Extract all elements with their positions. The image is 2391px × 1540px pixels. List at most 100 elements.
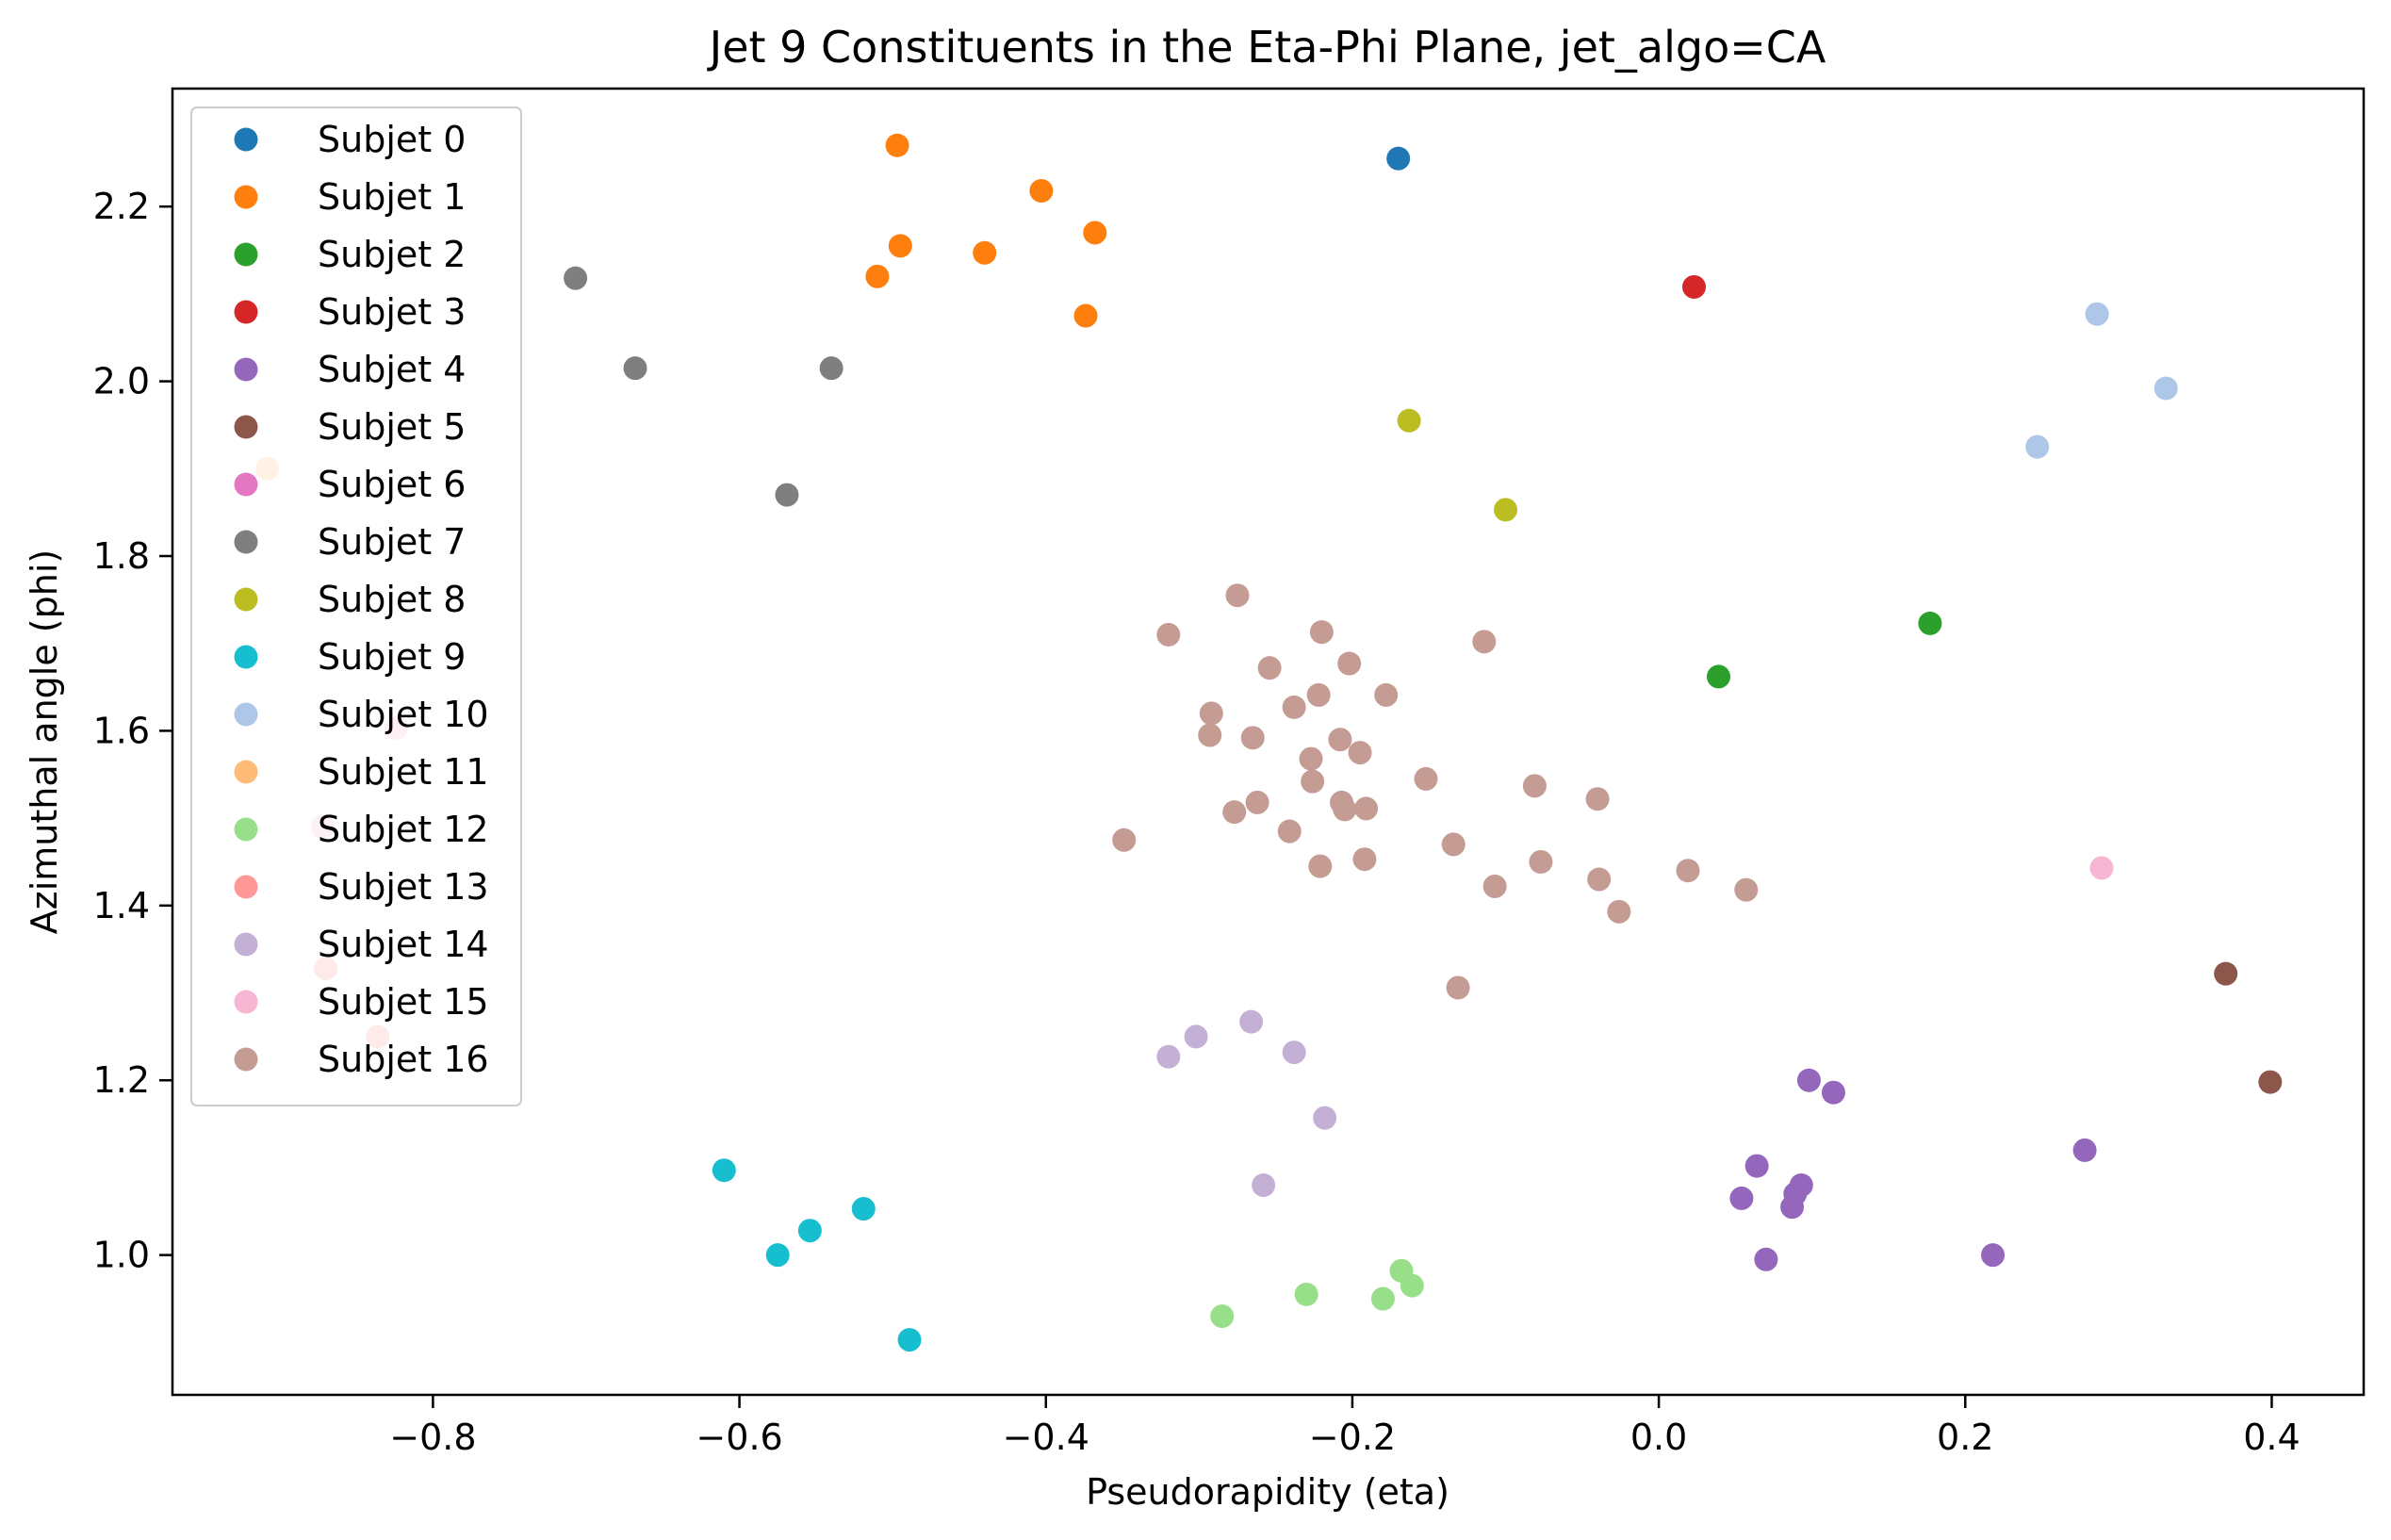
- data-point-subjet-16: [1277, 819, 1302, 844]
- data-point-subjet-1: [1029, 178, 1054, 203]
- y-tick-label: 1.6: [93, 710, 150, 751]
- y-tick-label: 1.8: [93, 535, 150, 577]
- data-point-subjet-16: [1348, 741, 1372, 765]
- data-point-subjet-16: [1587, 867, 1612, 892]
- data-point-subjet-9: [712, 1158, 736, 1183]
- data-point-subjet-12: [1210, 1304, 1235, 1329]
- data-point-subjet-3: [1681, 274, 1706, 299]
- data-point-subjet-14: [1282, 1040, 1306, 1065]
- data-point-subjet-16: [1337, 651, 1362, 676]
- legend-box: [190, 106, 522, 1106]
- legend-label: Subjet 11: [318, 751, 489, 793]
- plot-area: [171, 87, 2366, 1397]
- legend-label: Subjet 5: [318, 406, 466, 448]
- data-point-subjet-10: [2025, 434, 2050, 459]
- legend-marker: [234, 875, 258, 899]
- data-point-subjet-10: [2085, 302, 2109, 326]
- data-point-subjet-7: [623, 356, 647, 381]
- data-point-subjet-7: [775, 483, 799, 507]
- data-point-subjet-9: [851, 1197, 876, 1221]
- x-tick-label: −0.6: [696, 1417, 782, 1458]
- data-point-subjet-16: [1529, 849, 1553, 874]
- legend-marker: [234, 415, 258, 439]
- legend-marker: [234, 300, 258, 324]
- data-point-subjet-2: [1707, 664, 1731, 689]
- legend-marker: [234, 1047, 258, 1072]
- data-point-subjet-16: [1333, 797, 1357, 822]
- legend-marker: [234, 472, 258, 497]
- y-tick-label: 1.4: [93, 885, 150, 926]
- data-point-subjet-16: [1482, 874, 1507, 898]
- data-point-subjet-16: [1354, 796, 1379, 821]
- legend-label: Subjet 14: [318, 924, 489, 965]
- legend-marker: [234, 357, 258, 382]
- data-point-subjet-0: [1386, 146, 1411, 171]
- legend-label: Subjet 12: [318, 809, 489, 850]
- data-point-subjet-1: [865, 264, 890, 288]
- legend-label: Subjet 2: [318, 234, 466, 275]
- data-point-subjet-16: [1199, 701, 1223, 726]
- legend-marker: [234, 185, 258, 209]
- legend-marker: [234, 645, 258, 669]
- data-point-subjet-1: [888, 234, 912, 258]
- legend-label: Subjet 9: [318, 636, 466, 678]
- x-axis-label: Pseudorapidity (eta): [1086, 1471, 1449, 1513]
- data-point-subjet-8: [1494, 498, 1518, 522]
- data-point-subjet-14: [1313, 1106, 1337, 1130]
- legend: Subjet 0 Subjet 1 Subjet 2 Subjet 3 Subjet 4…: [190, 106, 522, 1106]
- data-point-subjet-12: [1294, 1282, 1318, 1306]
- chart-title: Jet 9 Constituents in the Eta-Phi Plane,…: [707, 22, 1826, 73]
- x-tick-label: −0.8: [389, 1417, 476, 1458]
- y-tick-label: 2.2: [93, 186, 150, 227]
- data-point-subjet-16: [1257, 656, 1282, 680]
- data-point-subjet-4: [1821, 1080, 1845, 1105]
- legend-marker: [234, 990, 258, 1014]
- legend-label: Subjet 8: [318, 579, 466, 620]
- data-point-subjet-16: [1308, 854, 1333, 878]
- x-tick-label: 0.2: [1937, 1417, 1993, 1458]
- data-point-subjet-16: [1225, 583, 1250, 608]
- legend-label: Subjet 10: [318, 694, 489, 735]
- data-point-subjet-16: [1299, 746, 1323, 771]
- legend-label: Subjet 1: [318, 176, 466, 218]
- data-point-subjet-16: [1306, 682, 1331, 707]
- data-point-subjet-7: [564, 266, 588, 290]
- data-point-subjet-16: [1301, 769, 1325, 794]
- data-point-subjet-9: [797, 1219, 822, 1243]
- data-point-subjet-14: [1156, 1044, 1181, 1069]
- data-point-subjet-16: [1607, 899, 1631, 924]
- legend-marker: [234, 127, 258, 152]
- data-point-subjet-12: [1400, 1273, 1424, 1298]
- x-tick-label: 0.0: [1630, 1417, 1687, 1458]
- data-point-subjet-4: [1754, 1247, 1778, 1271]
- x-tick-label: 0.4: [2243, 1417, 2300, 1458]
- data-point-subjet-16: [1441, 832, 1466, 857]
- data-point-subjet-1: [885, 133, 909, 157]
- legend-label: Subjet 16: [318, 1039, 489, 1080]
- data-point-subjet-4: [1796, 1068, 1821, 1092]
- legend-label: Subjet 0: [318, 119, 466, 160]
- data-point-subjet-15: [2089, 856, 2114, 880]
- data-point-subjet-9: [897, 1328, 922, 1352]
- data-point-subjet-16: [1414, 766, 1438, 791]
- legend-marker: [234, 702, 258, 727]
- data-point-subjet-16: [1309, 620, 1334, 645]
- data-point-subjet-1: [973, 240, 997, 265]
- data-point-subjet-4: [1981, 1243, 2006, 1268]
- plot-frame: [171, 87, 2366, 1397]
- data-point-subjet-14: [1239, 1009, 1264, 1034]
- data-point-subjet-14: [1184, 1024, 1208, 1049]
- data-point-subjet-2: [1918, 611, 1942, 635]
- data-point-subjet-16: [1374, 682, 1399, 707]
- legend-label: Subjet 13: [318, 866, 489, 908]
- data-point-subjet-16: [1245, 790, 1269, 814]
- data-point-subjet-5: [2258, 1070, 2283, 1094]
- data-point-subjet-4: [1780, 1195, 1805, 1220]
- data-point-subjet-5: [2214, 961, 2238, 986]
- legend-marker: [234, 530, 258, 554]
- x-tick-label: −0.4: [1003, 1417, 1089, 1458]
- data-point-subjet-16: [1112, 827, 1137, 852]
- legend-label: Subjet 3: [318, 291, 466, 333]
- y-tick-label: 1.2: [93, 1059, 150, 1101]
